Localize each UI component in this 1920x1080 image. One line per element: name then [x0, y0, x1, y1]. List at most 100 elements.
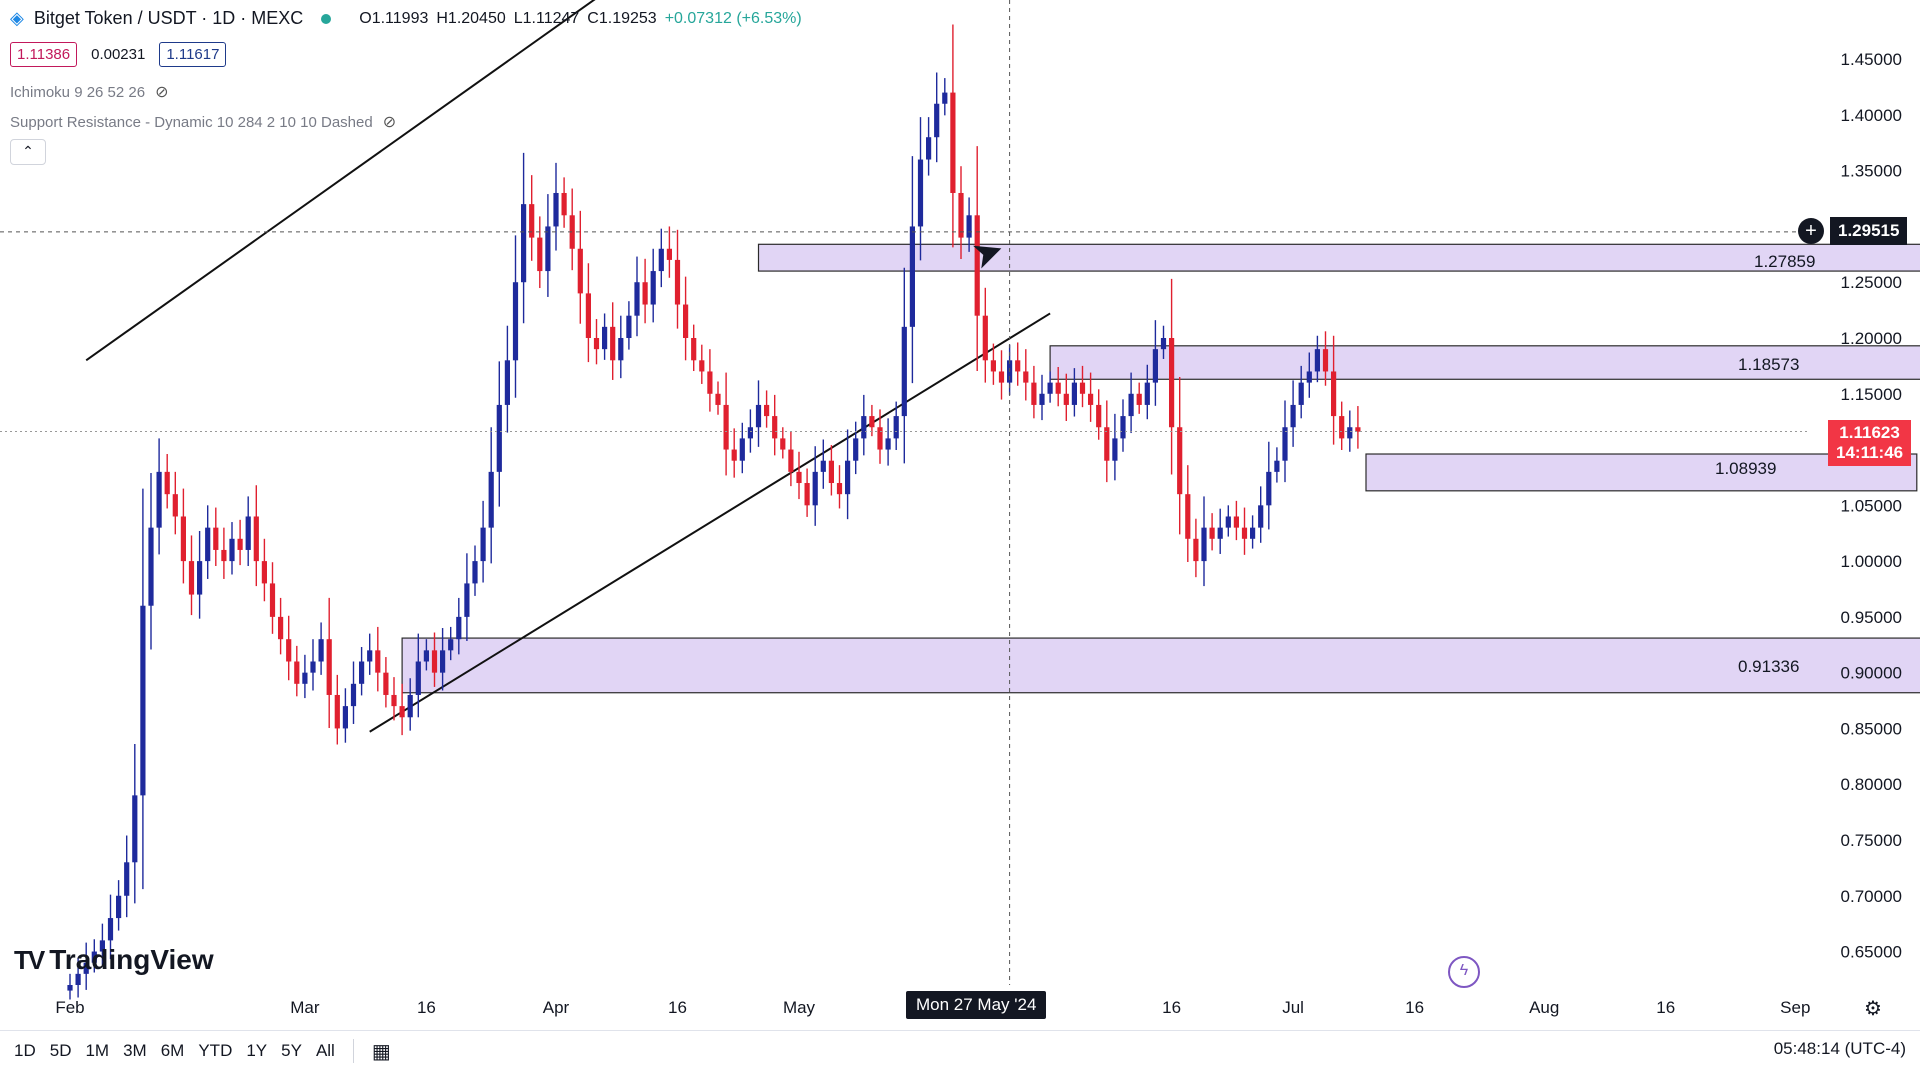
range-all-button[interactable]: All: [315, 1041, 335, 1060]
last-price-value: 1.11623: [1839, 423, 1900, 442]
time-axis-label: 16: [1656, 998, 1675, 1017]
candle-body: [950, 92, 956, 193]
sell-button[interactable]: 1.11386: [10, 42, 78, 67]
candle-body: [707, 371, 713, 394]
candle-body: [1274, 460, 1280, 472]
candle-body: [1120, 416, 1126, 439]
candle-body: [715, 393, 721, 405]
zone-label: 1.27859: [1754, 252, 1816, 271]
candle-body: [1104, 427, 1110, 461]
candle-body: [350, 683, 357, 707]
range-3m-button[interactable]: 3M: [123, 1041, 147, 1060]
candle-body: [156, 471, 162, 528]
candle-body: [1250, 527, 1256, 539]
trade-buttons: 1.11386 0.00231 1.11617: [10, 42, 227, 67]
eye-hidden-icon[interactable]: ⊘: [155, 84, 169, 101]
range-1y-button[interactable]: 1Y: [246, 1041, 268, 1060]
price-axis-label: 0.90000: [1841, 664, 1902, 683]
candle-body: [1282, 427, 1288, 461]
tradingview-mark-icon: TV: [14, 944, 45, 975]
candle-body: [229, 538, 235, 562]
indicator-sr-label: Support Resistance - Dynamic 10 284 2 10…: [10, 113, 373, 131]
candle-body: [577, 248, 583, 294]
zones-layer: [401, 243, 1920, 694]
bottom-toolbar: 1D 5D 1M 3M 6M YTD 1Y 5Y All ▦: [0, 1030, 1920, 1071]
candle-body: [67, 985, 73, 991]
candle-body: [820, 460, 826, 472]
candle-body: [934, 103, 940, 138]
clock-display[interactable]: 05:48:14 (UTC-4): [1773, 1039, 1906, 1058]
candle-body: [269, 583, 276, 617]
candle-body: [1258, 505, 1264, 528]
candle-body: [634, 282, 640, 316]
range-6m-button[interactable]: 6M: [160, 1041, 185, 1060]
candle-body: [342, 706, 348, 729]
candle-body: [650, 271, 656, 305]
candle-body: [423, 650, 429, 662]
zone-label: 0.91336: [1738, 657, 1800, 676]
candle-body: [1185, 494, 1191, 539]
candle-body: [1314, 349, 1320, 372]
range-5y-button[interactable]: 5Y: [281, 1041, 302, 1060]
candle-body: [172, 494, 178, 517]
candle-body: [431, 650, 438, 673]
range-1d-button[interactable]: 1D: [14, 1041, 36, 1060]
eye-hidden-icon[interactable]: ⊘: [382, 114, 397, 131]
collapse-indicators-button[interactable]: ⌃: [10, 139, 46, 165]
candle-body: [1112, 438, 1118, 461]
candle-body: [1201, 527, 1207, 562]
settings-gear-icon[interactable]: ⚙: [1864, 998, 1882, 1020]
candle-body: [1241, 527, 1248, 539]
candle-body: [456, 616, 462, 640]
candle-body: [610, 326, 616, 361]
candle-body: [253, 516, 259, 562]
candle-body: [107, 918, 114, 941]
price-axis-label: 1.15000: [1841, 385, 1902, 404]
candle-body: [318, 639, 324, 662]
candle-body: [828, 460, 834, 484]
range-1m-button[interactable]: 1M: [85, 1041, 110, 1060]
candle-body: [626, 315, 632, 339]
tradingview-logo[interactable]: TV TradingView: [14, 944, 214, 976]
candle-body: [1298, 382, 1304, 405]
calendar-icon[interactable]: ▦: [371, 1040, 391, 1063]
zone-label: 1.18573: [1738, 355, 1800, 374]
buy-button[interactable]: 1.11617: [159, 42, 227, 67]
candle-body: [1177, 427, 1183, 495]
candle-body: [845, 460, 851, 495]
candle-body: [1266, 471, 1272, 506]
price-axis-label: 0.65000: [1841, 943, 1902, 962]
price-axis-label: 1.25000: [1841, 273, 1902, 292]
candle-body: [869, 416, 875, 428]
price-axis-label: 1.40000: [1841, 106, 1902, 125]
countdown-value: 14:11:46: [1836, 443, 1904, 462]
candle-body: [926, 137, 932, 160]
indicator-support-resistance[interactable]: Support Resistance - Dynamic 10 284 2 10…: [10, 112, 396, 132]
candle-body: [699, 360, 705, 372]
candle-body: [286, 639, 292, 662]
candle-body: [294, 661, 300, 684]
add-alert-plus-icon[interactable]: +: [1798, 218, 1824, 244]
candle-body: [764, 404, 770, 417]
indicator-ichimoku[interactable]: Ichimoku 9 26 52 26 ⊘: [10, 82, 169, 102]
candle-body: [1217, 527, 1223, 539]
price-axis-label: 1.00000: [1841, 552, 1902, 571]
candle-body: [683, 304, 689, 339]
candle-body: [585, 293, 591, 339]
range-ytd-button[interactable]: YTD: [198, 1041, 233, 1060]
candle-body: [1144, 382, 1150, 405]
candle-body: [1233, 516, 1239, 528]
lightning-icon[interactable]: ϟ: [1448, 956, 1480, 988]
candle-body: [529, 204, 535, 238]
range-5d-button[interactable]: 5D: [49, 1041, 72, 1060]
candle-body: [1355, 427, 1361, 432]
candle-body: [804, 483, 810, 506]
symbol-title[interactable]: Bitget Token / USDT · 1D · MEXC: [33, 8, 304, 28]
candle-body: [1169, 338, 1175, 428]
candle-body: [602, 326, 608, 350]
zone-label: 1.08939: [1715, 459, 1777, 478]
candle-body: [488, 471, 494, 528]
candle-body: [772, 416, 778, 439]
symbol-logo-icon[interactable]: ◈: [10, 8, 24, 28]
